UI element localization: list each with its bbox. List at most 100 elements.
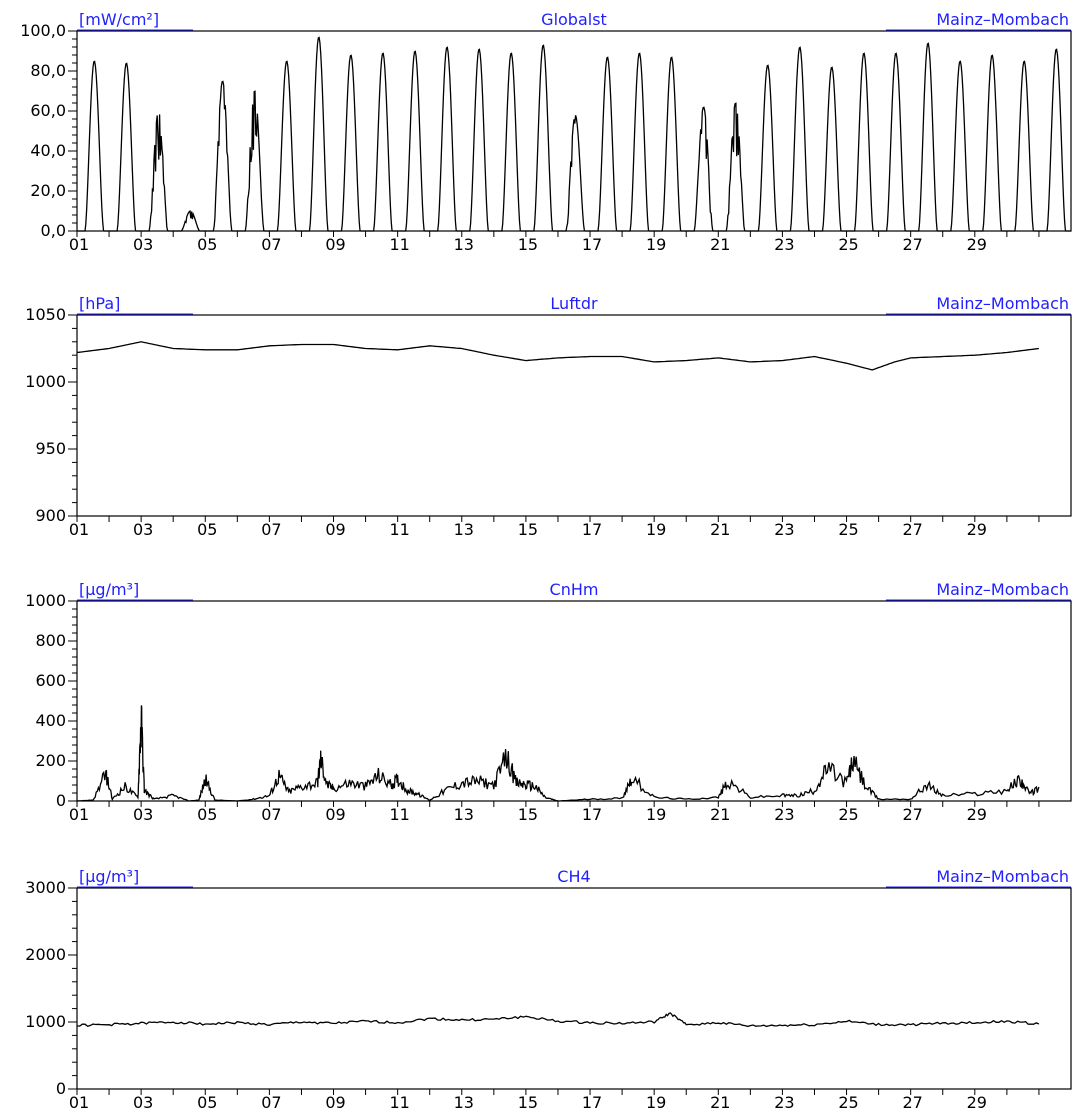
ytick-label: 1000 bbox=[25, 1012, 66, 1031]
chart-title: CH4 bbox=[557, 867, 590, 886]
xtick-label: 21 bbox=[710, 1093, 730, 1112]
xtick-label: 03 bbox=[133, 805, 153, 824]
xtick-label: 13 bbox=[454, 1093, 474, 1112]
xtick-label: 17 bbox=[582, 1093, 602, 1112]
ytick-label: 3000 bbox=[25, 878, 66, 897]
plot-frame bbox=[76, 30, 1072, 232]
xtick-label: 01 bbox=[69, 520, 89, 539]
ytick-label: 900 bbox=[35, 506, 66, 525]
ytick-label: 1000 bbox=[25, 372, 66, 391]
chart-title: Luftdr bbox=[550, 294, 598, 313]
ytick-label: 1000 bbox=[25, 591, 66, 610]
plot-frame bbox=[76, 600, 1072, 802]
xtick-label: 15 bbox=[518, 805, 538, 824]
xtick-label: 03 bbox=[133, 520, 153, 539]
station-label: Mainz–Mombach bbox=[936, 10, 1069, 29]
xtick-label: 19 bbox=[646, 805, 666, 824]
xtick-label: 19 bbox=[646, 520, 666, 539]
xtick-label: 27 bbox=[902, 1093, 922, 1112]
xtick-label: 11 bbox=[389, 235, 409, 254]
xtick-label: 07 bbox=[261, 520, 281, 539]
xtick-label: 27 bbox=[902, 235, 922, 254]
ytick-label: 800 bbox=[35, 631, 66, 650]
ytick-label: 950 bbox=[35, 439, 66, 458]
ytick-label: 100,0 bbox=[20, 21, 66, 40]
xtick-label: 25 bbox=[838, 520, 858, 539]
ytick-label: 20,0 bbox=[30, 181, 66, 200]
ytick-label: 60,0 bbox=[30, 101, 66, 120]
xtick-label: 11 bbox=[389, 1093, 409, 1112]
ytick-label: 0 bbox=[56, 791, 66, 810]
xtick-label: 29 bbox=[967, 805, 987, 824]
xtick-label: 19 bbox=[646, 235, 666, 254]
xtick-label: 17 bbox=[582, 520, 602, 539]
chart-title: CnHm bbox=[550, 580, 599, 599]
xtick-label: 05 bbox=[197, 1093, 217, 1112]
ytick-label: 400 bbox=[35, 711, 66, 730]
chart-panel-3: [µg/m³] CnHm Mainz–Mombach 0 200 400 600 800 100… bbox=[25, 580, 1072, 824]
xtick-label: 05 bbox=[197, 235, 217, 254]
series-line bbox=[76, 705, 1040, 802]
xtick-label: 29 bbox=[967, 1093, 987, 1112]
series-line bbox=[76, 341, 1039, 371]
unit-label: [µg/m³] bbox=[79, 580, 139, 599]
xtick-label: 23 bbox=[774, 520, 794, 539]
xtick-label: 11 bbox=[389, 805, 409, 824]
unit-label: [hPa] bbox=[79, 294, 120, 313]
xtick-label: 25 bbox=[838, 1093, 858, 1112]
xtick-label: 09 bbox=[325, 520, 345, 539]
ytick-label: 0 bbox=[56, 1079, 66, 1098]
xtick-label: 15 bbox=[518, 235, 538, 254]
xtick-label: 15 bbox=[518, 1093, 538, 1112]
station-label: Mainz–Mombach bbox=[936, 580, 1069, 599]
ytick-label: 40,0 bbox=[30, 141, 66, 160]
xtick-label: 05 bbox=[197, 805, 217, 824]
station-label: Mainz–Mombach bbox=[936, 867, 1069, 886]
series-line bbox=[76, 1012, 1040, 1028]
xtick-label: 21 bbox=[710, 805, 730, 824]
xtick-label: 23 bbox=[774, 805, 794, 824]
xtick-label: 11 bbox=[389, 520, 409, 539]
chart-panel-1: [mW/cm²] Globalst Mainz–Mombach 0,0 20,0 40,0… bbox=[20, 10, 1072, 254]
xtick-label: 13 bbox=[454, 805, 474, 824]
unit-label: [mW/cm²] bbox=[79, 10, 159, 29]
chart-panel-4: [µg/m³] CH4 Mainz–Mombach 0 1000 2000 3000 01 03… bbox=[25, 867, 1072, 1112]
xtick-label: 21 bbox=[710, 520, 730, 539]
xtick-label: 17 bbox=[582, 235, 602, 254]
xtick-label: 25 bbox=[838, 805, 858, 824]
ytick-label: 600 bbox=[35, 671, 66, 690]
xtick-label: 01 bbox=[69, 235, 89, 254]
xtick-label: 13 bbox=[454, 235, 474, 254]
chart-panel-2: [hPa] Luftdr Mainz–Mombach 900 950 1000 1050 01… bbox=[25, 294, 1072, 539]
xtick-label: 25 bbox=[838, 235, 858, 254]
ytick-label: 80,0 bbox=[30, 61, 66, 80]
unit-label: [µg/m³] bbox=[79, 867, 139, 886]
chart-title: Globalst bbox=[541, 10, 607, 29]
station-label: Mainz–Mombach bbox=[936, 294, 1069, 313]
xtick-label: 07 bbox=[261, 805, 281, 824]
xtick-label: 27 bbox=[902, 520, 922, 539]
xtick-label: 01 bbox=[69, 1093, 89, 1112]
xtick-label: 29 bbox=[967, 520, 987, 539]
xtick-label: 05 bbox=[197, 520, 217, 539]
xtick-label: 09 bbox=[325, 235, 345, 254]
xtick-label: 13 bbox=[454, 520, 474, 539]
xtick-label: 07 bbox=[261, 235, 281, 254]
plot-frame bbox=[76, 887, 1072, 1090]
ytick-label: 0,0 bbox=[41, 221, 66, 240]
series-line bbox=[77, 36, 1071, 232]
xtick-label: 01 bbox=[69, 805, 89, 824]
xtick-label: 09 bbox=[325, 805, 345, 824]
ytick-label: 1050 bbox=[25, 305, 66, 324]
xtick-label: 27 bbox=[902, 805, 922, 824]
xtick-label: 19 bbox=[646, 1093, 666, 1112]
xtick-label: 21 bbox=[710, 235, 730, 254]
xtick-label: 03 bbox=[133, 1093, 153, 1112]
plot-frame bbox=[76, 314, 1072, 517]
xtick-label: 23 bbox=[774, 235, 794, 254]
xtick-label: 03 bbox=[133, 235, 153, 254]
ytick-label: 200 bbox=[35, 751, 66, 770]
xtick-label: 09 bbox=[325, 1093, 345, 1112]
xtick-label: 17 bbox=[582, 805, 602, 824]
